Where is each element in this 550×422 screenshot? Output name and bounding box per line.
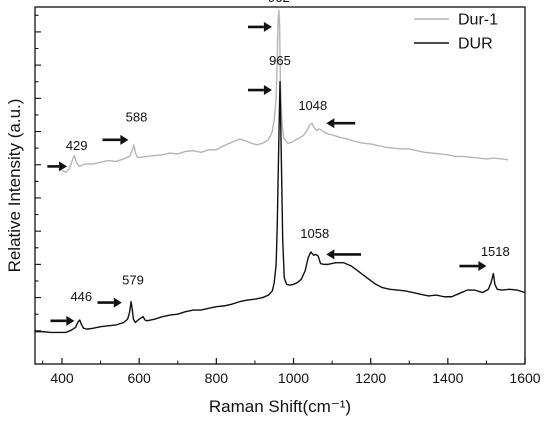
legend: Dur-1 DUR — [414, 12, 498, 53]
annotation-arrow-head — [478, 261, 487, 272]
peak-label: 429 — [66, 138, 88, 153]
x-tick-label: 1200 — [355, 370, 386, 386]
plot-border — [34, 6, 526, 365]
peak-label: 1058 — [300, 226, 329, 241]
series-line-dur — [35, 81, 526, 334]
peak-label: 579 — [122, 272, 144, 287]
x-tick-label: 1400 — [432, 370, 463, 386]
peak-label: 965 — [269, 53, 291, 68]
x-tick-label: 800 — [205, 370, 229, 386]
peak-label: 962 — [268, 0, 290, 5]
annotation-arrow-head — [120, 134, 129, 145]
annotation-arrow-head — [113, 297, 122, 308]
x-axis-title: Raman Shift(cm⁻¹) — [209, 397, 351, 416]
peak-annotations: 962 1048 588 429 965 1058 1518 579 446 — [47, 0, 510, 326]
annotation-arrow-head — [326, 118, 335, 129]
legend-label: DUR — [458, 36, 493, 53]
peak-label: 446 — [70, 289, 92, 304]
y-axis-title: Relative Intensity (a.u.) — [5, 99, 24, 273]
annotation-arrow-head — [66, 315, 75, 326]
x-axis-ticks: 400 600 800 1000 1200 1400 1600 — [42, 358, 541, 386]
peak-label: 1518 — [481, 244, 510, 259]
x-tick-label: 1600 — [509, 370, 540, 386]
annotation-arrow-head — [326, 249, 335, 260]
series-line-dur-1 — [61, 9, 509, 173]
x-tick-label: 1000 — [278, 370, 309, 386]
y-axis-ticks — [35, 14, 41, 332]
x-tick-label: 400 — [50, 370, 74, 386]
plot-frame — [34, 6, 526, 365]
peak-label: 1048 — [298, 98, 327, 113]
annotation-arrow-head — [263, 85, 272, 96]
series-layer — [35, 9, 526, 334]
annotation-arrow-head — [59, 161, 68, 172]
peak-label: 588 — [126, 110, 148, 125]
annotation-arrow-head — [263, 21, 272, 32]
x-tick-label: 600 — [127, 370, 151, 386]
legend-label: Dur-1 — [458, 12, 498, 29]
